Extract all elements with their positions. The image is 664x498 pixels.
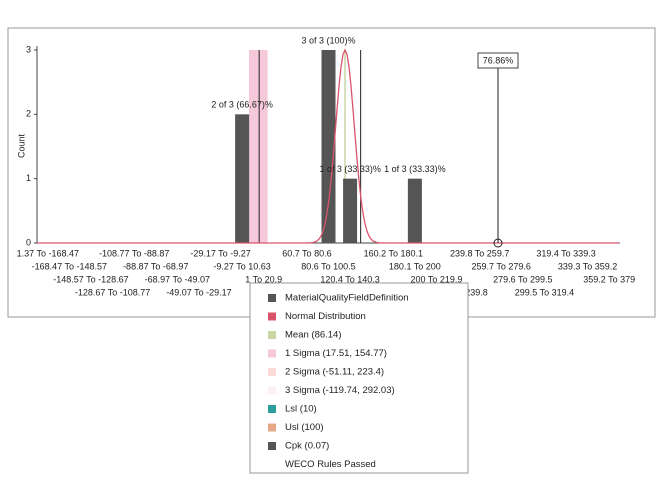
x-tick-label: 80.6 To 100.5 bbox=[301, 261, 355, 271]
legend-swatch bbox=[268, 442, 276, 450]
x-tick-label: -9.27 To 10.63 bbox=[213, 261, 270, 271]
legend: MaterialQualityFieldDefinition Normal Dis… bbox=[249, 282, 469, 474]
x-tick-label: 1.37 To -168.47 bbox=[17, 248, 79, 258]
value-label: 1 of 3 (33.33)% bbox=[384, 164, 446, 174]
legend-label: WECO Rules Passed bbox=[285, 459, 376, 470]
x-tick-label: 359.2 To 379 bbox=[583, 274, 635, 284]
x-tick-label: -88.87 To -68.97 bbox=[123, 261, 188, 271]
value-label: 3 of 3 (100)% bbox=[301, 35, 355, 45]
legend-swatch bbox=[268, 368, 276, 376]
x-tick-label: 1 To 20.9 bbox=[245, 274, 282, 284]
bar bbox=[407, 178, 422, 243]
value-label: 2 of 3 (66.67)% bbox=[211, 100, 273, 110]
x-tick-label: -29.17 To -9.27 bbox=[190, 248, 250, 258]
x-tick-label: 160.2 To 180.1 bbox=[364, 248, 423, 258]
sigma-band bbox=[249, 50, 268, 243]
x-tick-label: 120.4 To 140.3 bbox=[320, 274, 379, 284]
x-tick-label: 319.4 To 339.3 bbox=[536, 248, 595, 258]
annotation-box bbox=[477, 52, 519, 69]
legend-box bbox=[249, 282, 469, 474]
x-tick-label: -148.57 To -128.67 bbox=[53, 274, 128, 284]
x-tick-label: 259.7 To 279.6 bbox=[472, 261, 531, 271]
normal-curve bbox=[37, 48, 619, 244]
legend-swatch bbox=[268, 423, 276, 432]
legend-swatch bbox=[268, 294, 276, 302]
y-axis-label: Count bbox=[16, 134, 26, 159]
x-tick-label: 279.6 To 299.5 bbox=[493, 274, 552, 284]
x-tick-label: -49.07 To -29.17 bbox=[166, 287, 231, 297]
bar bbox=[321, 50, 336, 243]
legend-label: Usl (100) bbox=[285, 422, 324, 433]
bar bbox=[235, 114, 250, 243]
legend-label: 1 Sigma (17.51, 154.77) bbox=[285, 348, 387, 359]
y-tick-label: 2 bbox=[26, 109, 31, 119]
x-tick-label: -128.67 To -108.77 bbox=[75, 287, 150, 297]
y-tick-label: 1 bbox=[26, 173, 31, 183]
x-tick-label: 239.8 To 259.7 bbox=[450, 248, 509, 258]
cursor-point bbox=[493, 238, 503, 248]
x-tick-label: 180.1 To 200 bbox=[389, 261, 441, 271]
legend-label: MaterialQualityFieldDefinition bbox=[285, 293, 409, 304]
annotation: 76.86% bbox=[483, 55, 514, 65]
y-tick-label: 0 bbox=[26, 237, 31, 247]
legend-label: Normal Distribution bbox=[285, 311, 366, 322]
legend-swatch bbox=[268, 349, 276, 358]
x-tick-label: 299.5 To 319.4 bbox=[515, 287, 574, 297]
legend-swatch bbox=[268, 405, 276, 413]
x-tick-label: -108.77 To -88.87 bbox=[99, 248, 169, 258]
x-tick-label: 339.3 To 359.2 bbox=[558, 261, 617, 271]
legend-label: Lsl (10) bbox=[285, 404, 317, 415]
plot-area: 0 1 2 3 2 of 3 (66.67)% 3 of 3 (100)% 1 of 3 (… bbox=[17, 35, 636, 297]
legend-label: 3 Sigma (-119.74, 292.03) bbox=[285, 385, 395, 396]
x-tick-label: 60.7 To 80.6 bbox=[282, 248, 331, 258]
x-tick-label: -168.47 To -148.57 bbox=[32, 261, 107, 271]
legend-swatch bbox=[268, 312, 276, 321]
legend-swatch bbox=[268, 331, 276, 339]
value-label: 1 of 3 (33.33)% bbox=[319, 164, 381, 174]
legend-label: Cpk (0.07) bbox=[285, 441, 329, 452]
x-tick-label: 200 To 219.9 bbox=[411, 274, 463, 284]
legend-label: Mean (86.14) bbox=[285, 330, 342, 341]
x-tick-label: -68.97 To -49.07 bbox=[145, 274, 210, 284]
legend-label: 2 Sigma (-51.11, 223.4) bbox=[285, 367, 384, 378]
legend-swatch bbox=[268, 386, 276, 395]
y-tick-label: 3 bbox=[26, 44, 31, 54]
bar bbox=[343, 178, 358, 243]
